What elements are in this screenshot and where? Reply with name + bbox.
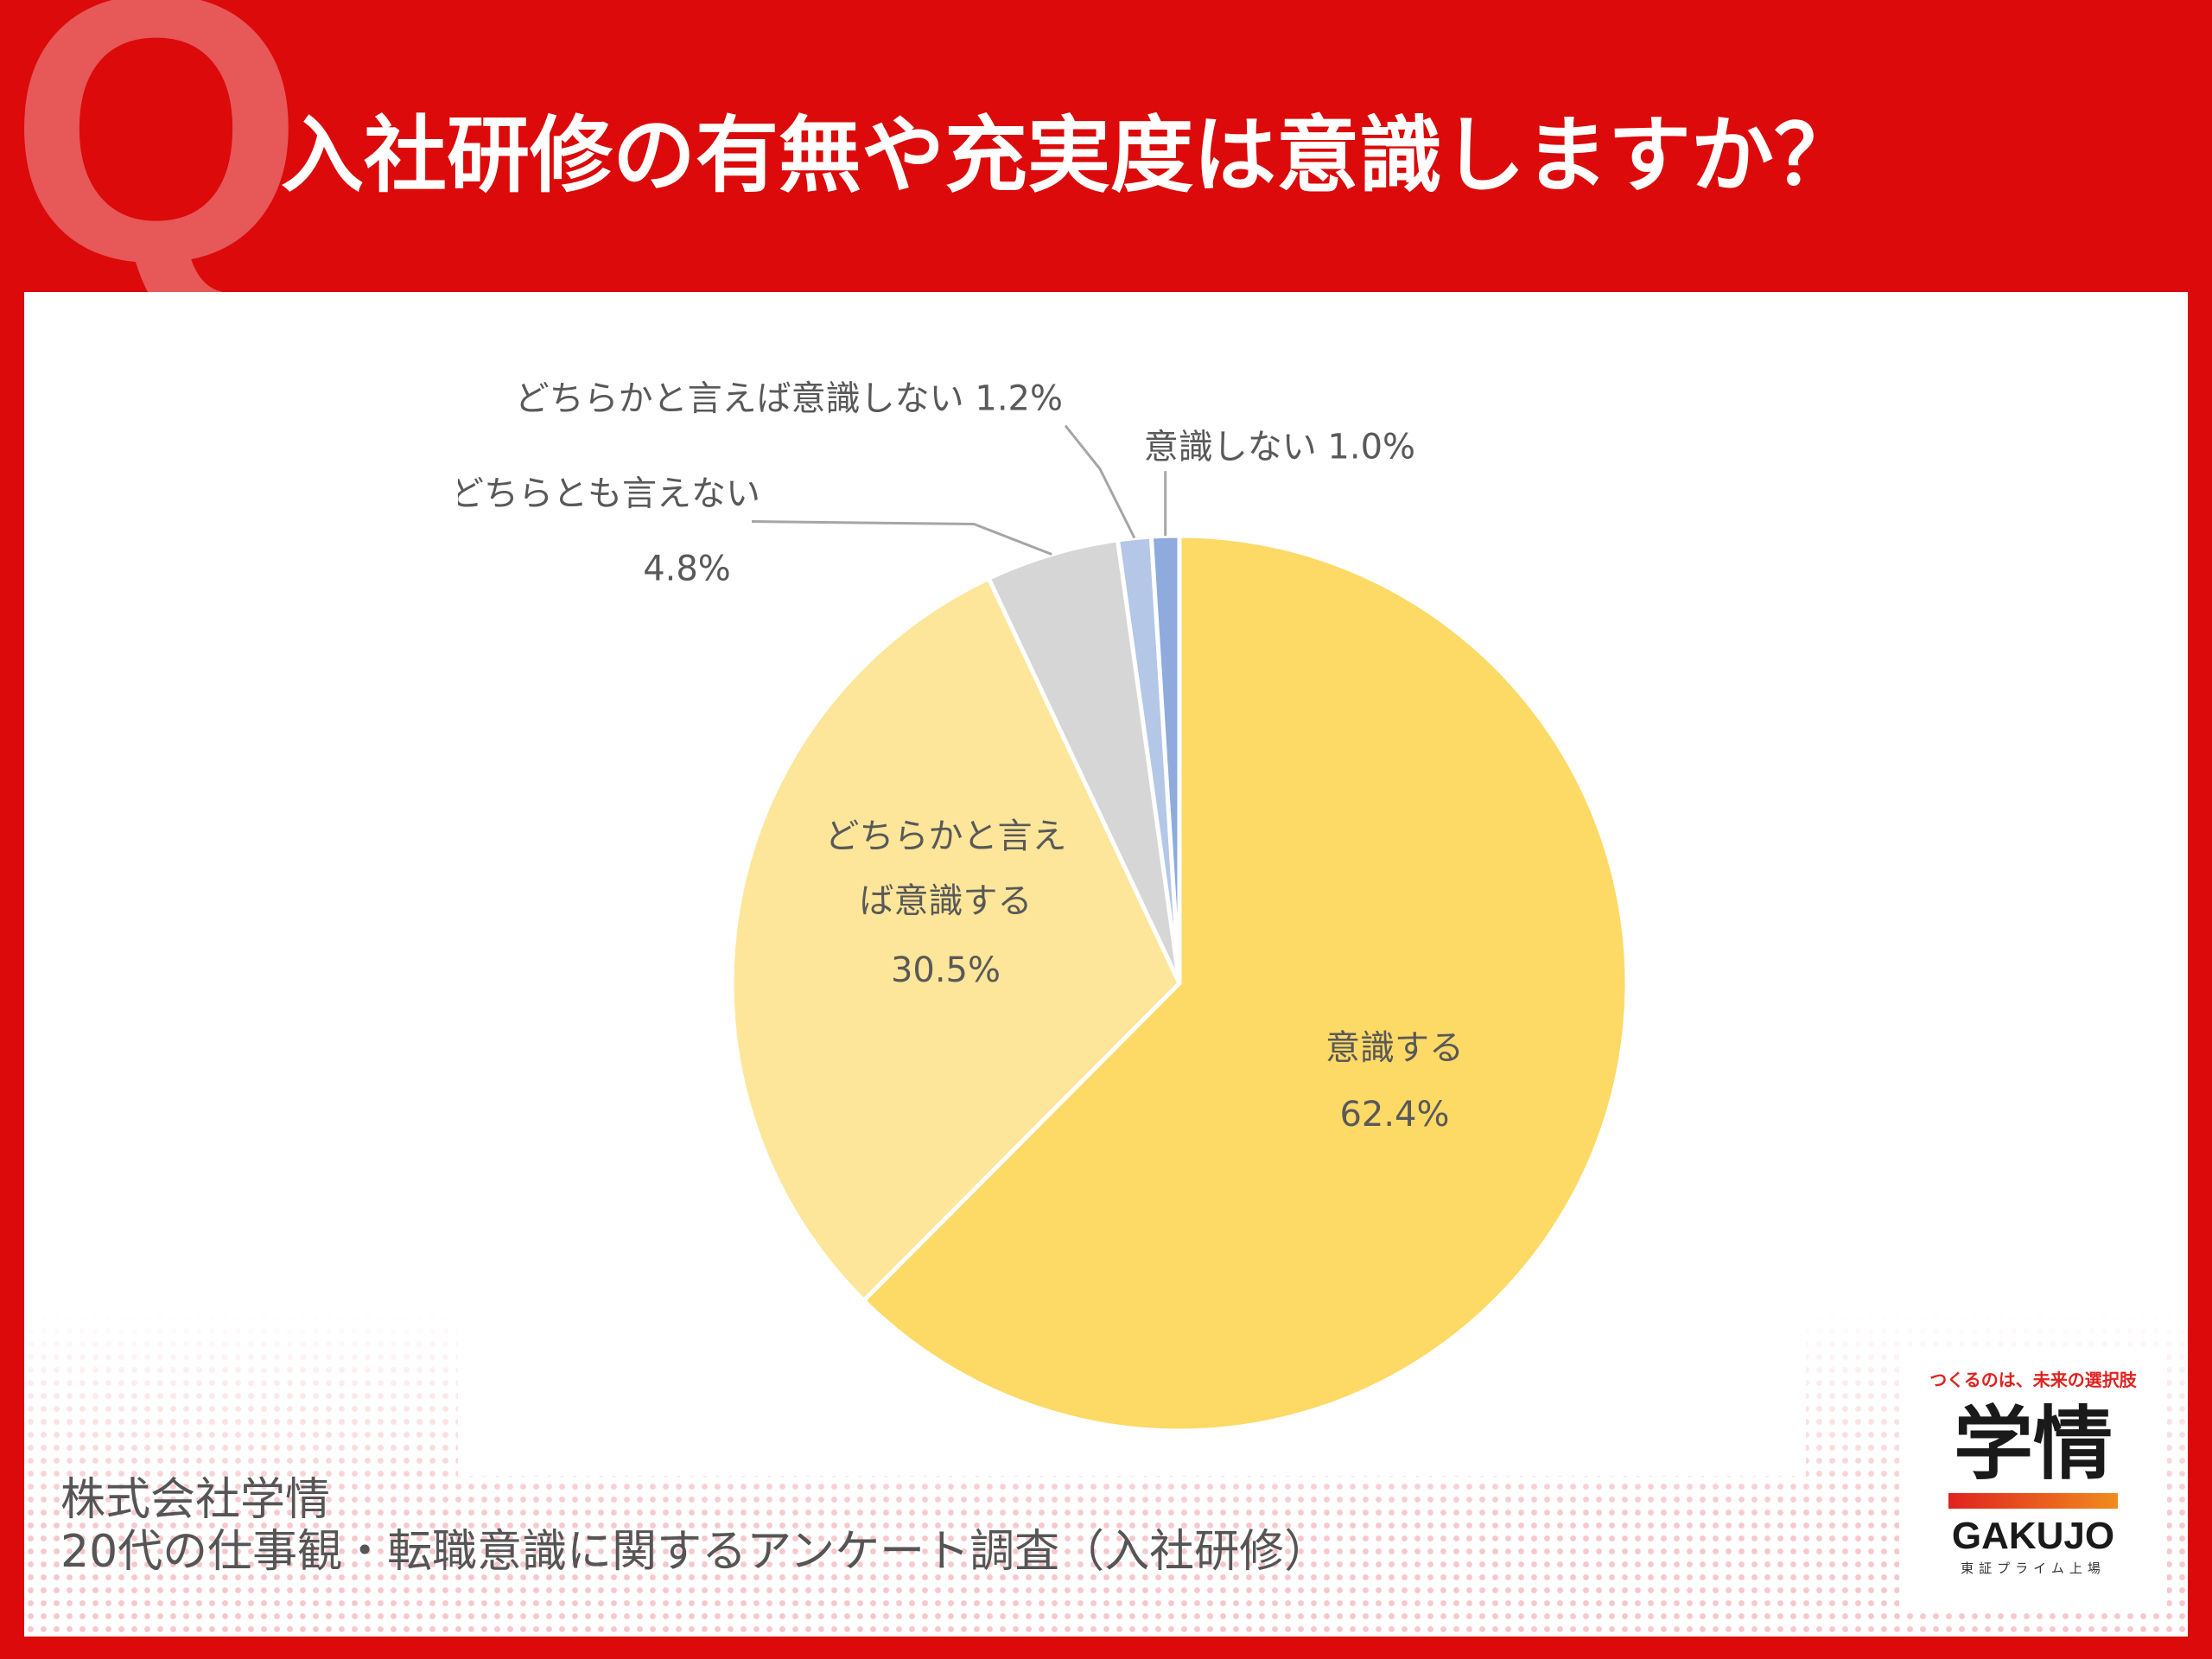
brand-gradient-bar [1948, 1493, 2118, 1509]
data-label-value-2: 4.8% [643, 550, 731, 589]
data-label-3: どちらかと言えば意識しない 1.2% [515, 379, 1063, 419]
q-letter-mark: Q [9, 0, 305, 341]
data-label-name-2: どちらとも言えない [458, 474, 760, 514]
data-label-name-1b: ば意識する [859, 881, 1032, 921]
brand-name-kanji: 学情 [1953, 1398, 2113, 1491]
leader-line-2 [751, 520, 1052, 556]
data-label-4: 意識しない 1.0% [1144, 427, 1415, 467]
brand-tagline: つくるのは、未来の選択肢 [1929, 1370, 2137, 1390]
data-label-value-1: 30.5% [891, 950, 1001, 990]
chart-area: 意識する 62.4% どちらかと言え ば意識する 30.5% どちらとも言えない 4.8% ど… [458, 353, 1806, 1476]
gakujo-logo: つくるのは、未来の選択肢 学情 GAKUJO 東証プライム上場 [1899, 1351, 2167, 1610]
data-label-value-0: 62.4% [1339, 1095, 1449, 1135]
brand-name-latin: GAKUJO [1951, 1515, 2115, 1557]
data-label-name-0: 意識する [1325, 1028, 1464, 1068]
data-label-name-1a: どちらかと言え [824, 817, 1066, 856]
brand-listing: 東証プライム上場 [1961, 1560, 2106, 1576]
source-survey: 20代の仕事観・転職意識に関するアンケート調査（入社研修） [60, 1526, 1330, 1578]
source-note: 株式会社学情 20代の仕事観・転職意識に関するアンケート調査（入社研修） [60, 1474, 1329, 1578]
question-title: 入社研修の有無や充実度は意識しますか？ [281, 107, 1857, 204]
pie-slice-1 [729, 575, 1182, 1303]
source-company: 株式会社学情 [60, 1474, 331, 1526]
content-panel: 意識する 62.4% どちらかと言え ば意識する 30.5% どちらとも言えない 4.8% ど… [24, 292, 2188, 1637]
leader-line-3 [1064, 424, 1136, 539]
pie-slice-0 [861, 533, 1630, 1433]
